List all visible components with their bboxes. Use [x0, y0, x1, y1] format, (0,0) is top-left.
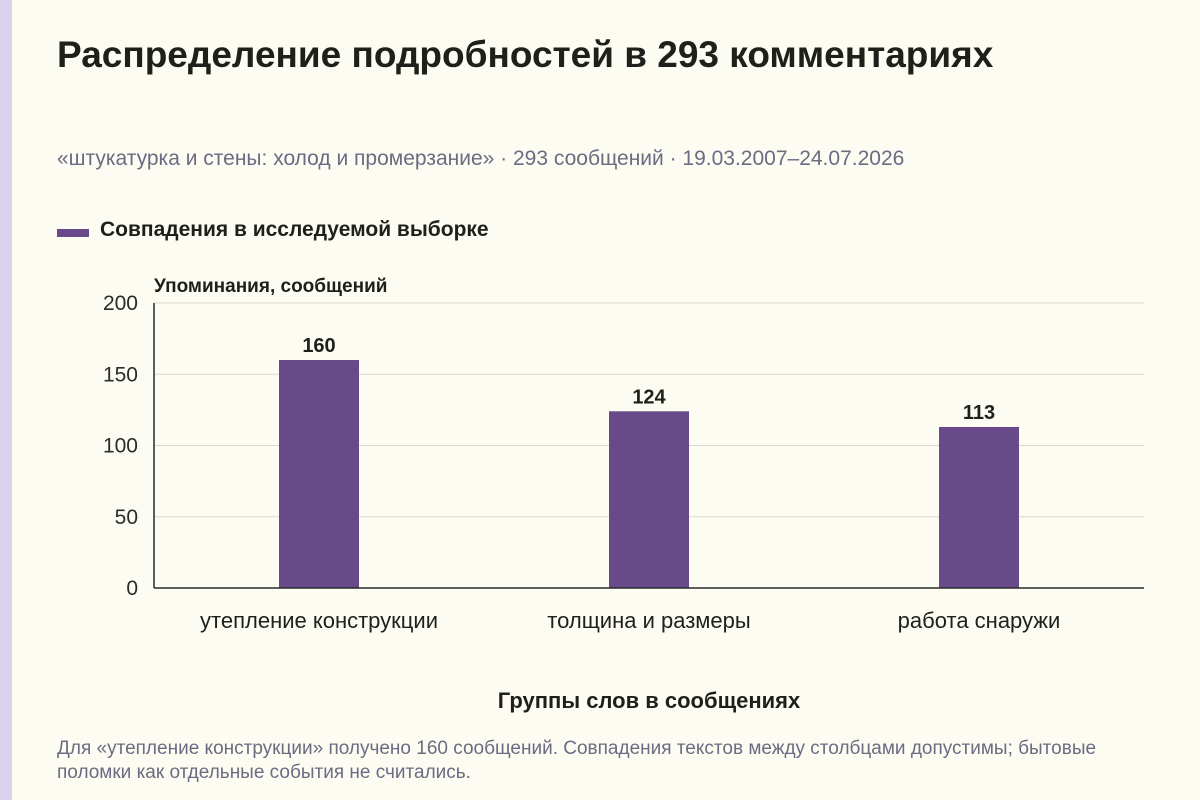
y-tick-label: 200 — [103, 292, 138, 315]
bar — [939, 426, 1019, 588]
x-axis-label: Группы слов в сообщениях — [498, 688, 801, 713]
y-tick-label: 50 — [115, 506, 138, 529]
y-tick-label: 150 — [103, 363, 138, 386]
footnote: Для «утепление конструкции» получено 160… — [57, 738, 1097, 783]
x-tick-label: утепление конструкции — [200, 608, 438, 633]
x-tick-label: работа снаружи — [898, 608, 1061, 633]
bar-value-label: 160 — [302, 335, 335, 357]
bar-chart: 0 50 100 150 200 Упоминания, сообщений 160 утеп… — [103, 276, 1144, 713]
accent-strip — [0, 0, 12, 800]
y-tick-label: 0 — [126, 577, 138, 600]
bar — [609, 411, 689, 588]
chart-subtitle: «штукатурка и стены: холод и промерзание… — [57, 147, 905, 170]
x-tick-label: толщина и размеры — [547, 608, 750, 633]
chart-title: Распределение подробностей в 293 коммент… — [57, 34, 994, 75]
bar-value-label: 124 — [632, 386, 666, 408]
y-axis-label: Упоминания, сообщений — [154, 276, 387, 297]
bar — [279, 360, 359, 588]
bar-value-label: 113 — [963, 402, 995, 424]
y-tick-label: 100 — [103, 435, 138, 458]
legend: Совпадения в исследуемой выборке — [57, 218, 489, 242]
legend-swatch — [57, 229, 89, 237]
legend-label: Совпадения в исследуемой выборке — [100, 218, 489, 241]
